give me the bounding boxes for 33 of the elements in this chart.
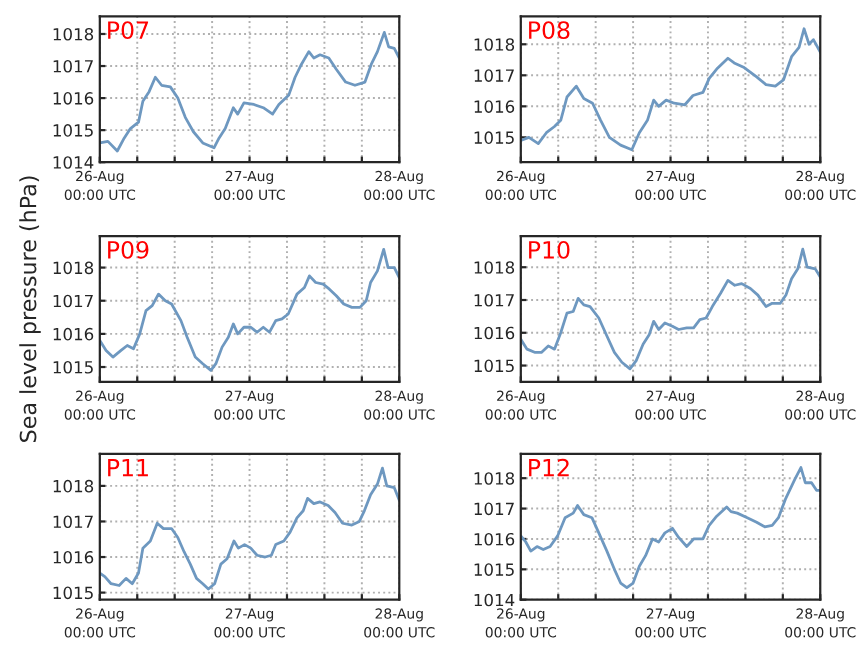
- chart-title: P08: [529, 21, 570, 39]
- y-tick-label: 1015: [474, 359, 514, 373]
- y-tick-label: 1017: [53, 59, 93, 73]
- chart-title: P10: [529, 240, 570, 259]
- chart-title: P09: [108, 240, 149, 259]
- y-tick-label: 1015: [53, 124, 93, 137]
- y-tick-label: 1014: [474, 593, 515, 607]
- y-tick-label: 1016: [474, 532, 515, 546]
- y-tick-label: 1018: [53, 479, 94, 493]
- y-tick-label: 1015: [53, 586, 93, 600]
- y-tick-label: 1018: [474, 38, 515, 51]
- y-tick-label: 1016: [53, 92, 94, 105]
- y-axis-title: Sea level pressure (hPa): [19, 176, 41, 442]
- y-tick-label: 1015: [474, 563, 514, 576]
- y-tick-label: 1018: [474, 261, 515, 274]
- y-tick-label: 1018: [53, 27, 94, 41]
- y-tick-label: 1015: [474, 131, 514, 144]
- y-tick-label: 1017: [474, 502, 514, 516]
- y-tick-label: 1018: [53, 261, 94, 275]
- y-tick-label: 1016: [53, 327, 94, 341]
- y-tick-label: 1016: [474, 100, 515, 113]
- chart-title: P12: [529, 458, 569, 477]
- y-tick-label: 1015: [53, 360, 93, 374]
- y-tick-label: 1016: [53, 550, 94, 564]
- y-tick-label: 1018: [474, 472, 515, 485]
- y-tick-label: 1017: [53, 294, 93, 308]
- chart-title: P07: [108, 21, 149, 39]
- y-tick-label: 1017: [474, 293, 514, 307]
- y-tick-label: 1017: [474, 69, 514, 82]
- chart-title: P11: [108, 458, 148, 477]
- y-tick-label: 1014: [53, 156, 94, 169]
- y-tick-label: 1017: [53, 515, 93, 529]
- y-tick-label: 1016: [474, 326, 515, 340]
